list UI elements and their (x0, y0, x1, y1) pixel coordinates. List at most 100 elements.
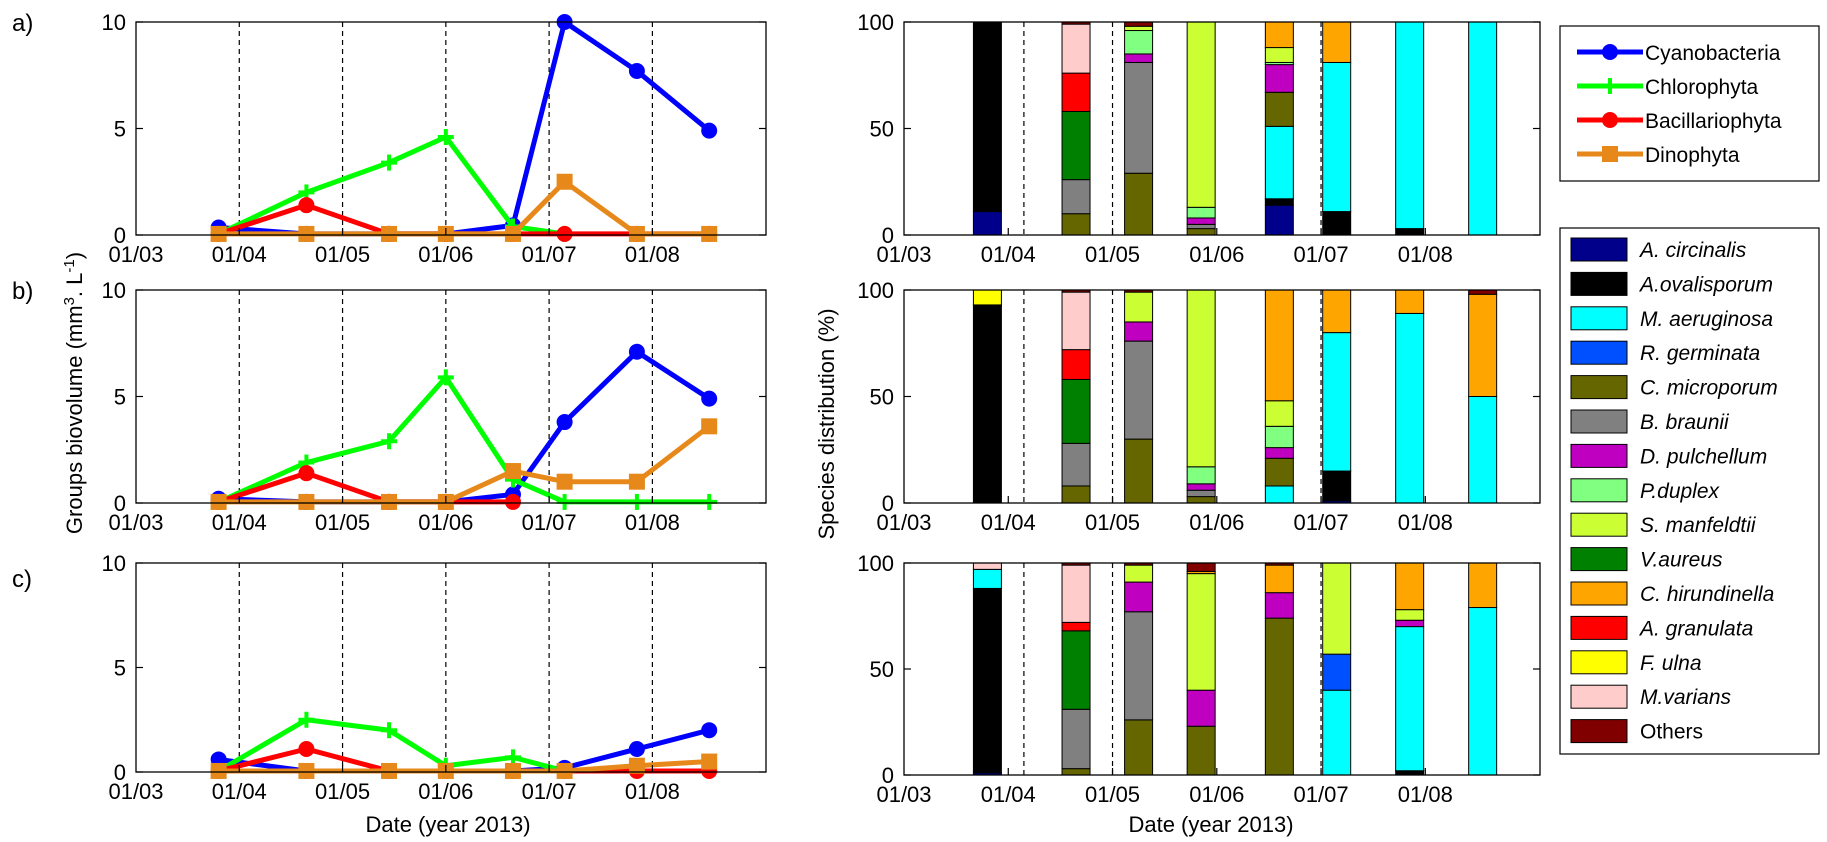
y-tick-label: 10 (102, 10, 126, 35)
bar-segment-m-aeruginosa (1322, 689, 1352, 776)
x-tick-label: 01/06 (1189, 782, 1244, 807)
bar-segment-m-aeruginosa (1322, 61, 1352, 213)
data-point-chlorophyta (437, 129, 454, 146)
plot-frame (135, 289, 767, 504)
y-tick-label: 100 (857, 551, 894, 576)
bar-segment-d-pulchellum (1124, 581, 1154, 613)
legend-label: A. circinalis (1638, 239, 1747, 262)
bar-segment-c-hirundinella (1322, 21, 1352, 63)
bar-segment-b-braunii (1061, 708, 1091, 770)
legend-item-m-varians: M.varians (1570, 684, 1732, 709)
bar-segment-c-microporum (1061, 485, 1091, 504)
x-tick-label: 01/08 (625, 510, 680, 535)
bar-segment-m-aeruginosa (1395, 312, 1425, 504)
legend-label: A. granulata (1638, 617, 1753, 640)
y-tick-label: 5 (114, 117, 126, 142)
bar-segment-d-pulchellum (1264, 64, 1294, 93)
legend-item-f-ulna: F. ulna (1570, 650, 1702, 675)
bar-segment-d-pulchellum (1186, 689, 1216, 727)
data-point-dinophyta (504, 463, 521, 480)
legend-label: B. braunii (1640, 411, 1730, 434)
legend-item-a-ovalisporum: A.ovalisporum (1570, 271, 1773, 296)
x-tick-label: 01/06 (1189, 242, 1244, 267)
data-point-dinophyta (298, 762, 315, 779)
bar-segment-c-hirundinella (1468, 562, 1498, 609)
x-tick-label: 01/05 (315, 779, 370, 804)
series-line-chlorophyta (217, 374, 710, 505)
x-tick-label: 01/04 (981, 242, 1036, 267)
x-tick-label: 01/03 (108, 510, 163, 535)
legend-label: M. aeruginosa (1640, 308, 1773, 331)
y-tick-label: 0 (114, 223, 126, 248)
x-tick-label: 01/04 (981, 510, 1036, 535)
x-tick-label: 01/07 (522, 242, 577, 267)
data-point-chlorophyta (298, 711, 315, 728)
data-point-chlorophyta (504, 749, 521, 766)
bar-segment-p-duplex (1186, 466, 1216, 485)
legend-label: Others (1640, 721, 1703, 744)
data-point-dinophyta (628, 473, 645, 490)
data-point-cyanobacteria (556, 414, 573, 431)
data-point-dinophyta (701, 753, 718, 770)
bar-segment-c-hirundinella (1264, 21, 1294, 49)
data-point-dinophyta (628, 757, 645, 774)
bar-segment-b-braunii (1061, 442, 1091, 487)
y-tick-label: 50 (870, 385, 894, 410)
bar-segment-d-pulchellum (1124, 53, 1154, 63)
bar-segment-s-manfeldtii (1186, 573, 1216, 691)
bar-segment-b-braunii (1124, 611, 1154, 721)
bar-segment-c-microporum (1186, 725, 1216, 776)
data-point-chlorophyta (556, 493, 573, 510)
legend-item-a-circinalis: A. circinalis (1570, 237, 1747, 262)
data-point-dinophyta (628, 225, 645, 242)
line-panel-1: 0 5 10 01/03 01/04 01/05 01/06 01/07 01/08 (102, 10, 767, 267)
data-point-chlorophyta (437, 369, 454, 386)
legend-label: S. manfeldtii (1640, 514, 1757, 537)
x-tick-label: 01/03 (876, 510, 931, 535)
bar-segment-c-microporum (1124, 438, 1154, 504)
data-point-bacillariophyta (556, 225, 573, 242)
legend-item-p-duplex: P.duplex (1570, 478, 1721, 503)
bar-segment-v-aureus (1061, 110, 1091, 181)
x-tick-label: 01/06 (418, 779, 473, 804)
x-tick-label: 01/08 (1398, 242, 1453, 267)
bar-segment-c-microporum (1061, 768, 1091, 776)
bar-segment-a-ovalisporum (1395, 228, 1425, 236)
y-tick-label: 50 (870, 117, 894, 142)
legend-label: A.ovalisporum (1638, 273, 1773, 296)
data-point-bacillariophyta (298, 465, 315, 482)
bar-segment-a-granulata (1061, 621, 1091, 632)
right-bar-panels: 0 50 100 01/03 01/04 01/05 01/06 01/07 01/08 0 50 1… (857, 10, 1541, 807)
x-tick-label: 01/05 (1085, 510, 1140, 535)
x-tick-label: 01/05 (315, 242, 370, 267)
bar-segment-c-microporum (1264, 457, 1294, 487)
bar-segment-d-pulchellum (1264, 592, 1294, 619)
legend-item-d-pulchellum: D. pulchellum (1570, 443, 1767, 468)
bar-segment-a-ovalisporum (972, 304, 1002, 504)
x-tick-label: 01/07 (1294, 242, 1349, 267)
legend-item-v-aureus: V.aureus (1570, 547, 1723, 572)
data-point-dinophyta (210, 493, 227, 510)
y-tick-label: 100 (857, 278, 894, 303)
bar-segment-c-hirundinella (1264, 564, 1294, 594)
x-tick-label: 01/07 (1294, 782, 1349, 807)
data-point-dinophyta (701, 225, 718, 242)
x-tick-label: 01/04 (212, 510, 267, 535)
bar-segment-d-pulchellum (1186, 217, 1216, 225)
bar-segment-s-manfeldtii (1124, 564, 1154, 583)
bar-segment-m-aeruginosa (1468, 607, 1498, 776)
x-tick-label: 01/06 (418, 242, 473, 267)
legend-label: Chlorophyta (1645, 76, 1759, 99)
plot-frame (135, 21, 767, 236)
bar-segment-s-manfeldtii (1124, 291, 1154, 323)
y-tick-label: 0 (882, 491, 894, 516)
x-tick-label: 01/05 (1085, 782, 1140, 807)
bar-segment-s-manfeldtii (1264, 400, 1294, 427)
data-point-chlorophyta (381, 154, 398, 171)
legend-item-b-braunii: B. braunii (1570, 409, 1730, 434)
data-point-dinophyta (504, 762, 521, 779)
bar-segment-s-manfeldtii (1186, 21, 1216, 208)
bar-segment-m-varians (972, 562, 1002, 570)
